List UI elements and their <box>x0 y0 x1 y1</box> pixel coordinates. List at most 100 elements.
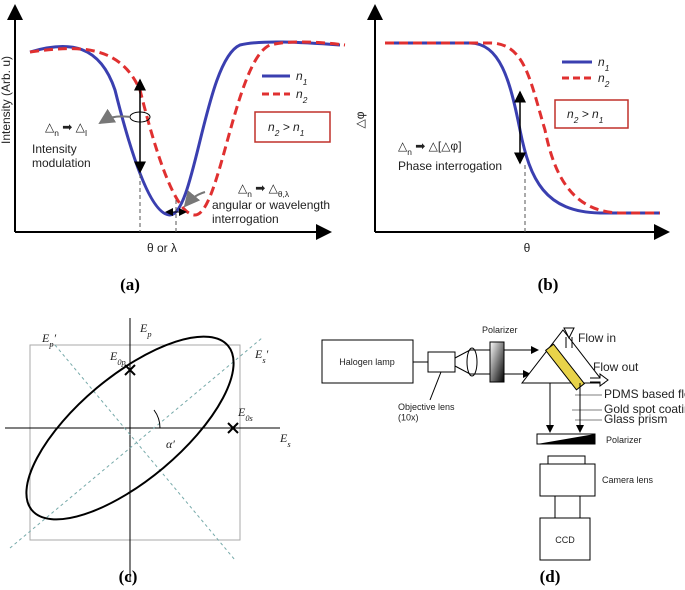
ccd-box <box>539 517 591 561</box>
subscript: 0p <box>117 358 125 367</box>
pointer <box>98 108 131 125</box>
subscript: 2 <box>302 95 308 105</box>
text-part: ′ <box>54 331 57 345</box>
text-line: Intensity <box>32 142 77 156</box>
legend-entry: n2 <box>296 87 308 105</box>
x-axis-label: θ <box>524 241 531 255</box>
rotated-axis <box>9 337 263 549</box>
subscript: p <box>48 340 53 349</box>
text-line: interrogation <box>212 212 279 226</box>
text-part: △ <box>45 120 55 134</box>
flow-cell-label: PDMS based flow cell <box>604 387 685 401</box>
text-part: > n <box>578 107 599 121</box>
legend-entry: n1 <box>598 55 609 73</box>
text-part: ➡ △[△φ] <box>412 139 462 153</box>
camera-lens-label: Camera lens <box>602 475 654 485</box>
panel-d: Halogen lamp Objective lens (10x) Polariz… <box>321 325 685 586</box>
polarizer <box>489 341 505 383</box>
lamp-label: Halogen lamp <box>339 357 395 367</box>
objective-label: Objective lens (10x) <box>398 402 455 422</box>
text-part: > n <box>279 120 300 134</box>
polarization-ellipse <box>25 335 235 521</box>
annotation: △n ➡ △θ,λ <box>238 181 290 199</box>
panel-c: Ep Es Ep′ Es′ E0p E0s α′ (c) <box>5 318 291 586</box>
subscript: s <box>262 356 265 365</box>
x-axis-label: θ or λ <box>147 241 177 255</box>
angle-arc <box>153 409 161 429</box>
prism-label: Glass prism <box>604 412 667 426</box>
axis-label: Ep <box>139 321 152 339</box>
text-part: n <box>268 120 275 134</box>
subscript: 1 <box>300 128 305 138</box>
subscript: 1 <box>303 77 308 87</box>
text-part: △ <box>398 139 408 153</box>
annotation-note: Phase interrogation <box>398 159 502 173</box>
amplitude-label: E0s <box>237 405 253 423</box>
cross-mark <box>227 422 239 434</box>
subscript: 1 <box>605 63 610 73</box>
cross-mark <box>124 364 136 376</box>
angle-label: α′ <box>166 437 175 451</box>
y-axis-label: Intensity (Arb. u) <box>0 56 13 144</box>
subscript: n <box>247 189 252 199</box>
text-part: E <box>109 349 118 363</box>
axis-label: Ep′ <box>41 331 57 349</box>
text-part: E <box>237 405 246 419</box>
annotation: △n ➡ △[△φ] <box>398 139 462 157</box>
flow-out-arrow <box>590 373 609 387</box>
objective-box <box>427 351 456 373</box>
text-part: E <box>139 321 148 335</box>
subscript: I <box>85 128 87 138</box>
subscript: n <box>54 128 59 138</box>
text-part: n <box>567 107 574 121</box>
panel-label: (c) <box>119 567 138 586</box>
curve-n2 <box>385 41 660 215</box>
pointer <box>183 190 206 208</box>
annotation-note: Intensity modulation <box>32 142 91 170</box>
gold-label: Gold spot coating <box>604 402 685 416</box>
condition: n2 > n1 <box>567 107 603 125</box>
axis-label: Es <box>279 431 291 449</box>
subscript: p <box>146 330 151 339</box>
text-line: modulation <box>32 156 91 170</box>
camera-lens <box>539 463 596 497</box>
text-part: E <box>279 431 288 445</box>
text-part: ➡ △ <box>252 181 279 195</box>
text-part: ➡ △ <box>59 120 86 134</box>
annotation: △n ➡ △I <box>45 120 87 138</box>
text-part: n <box>296 69 303 83</box>
subscript: θ,λ <box>278 189 290 199</box>
text-part: E <box>254 347 263 361</box>
polarizer-shade <box>537 434 595 444</box>
subscript: 2 <box>274 128 280 138</box>
polarizer-label: Polarizer <box>482 325 518 335</box>
panel-a: n1 n2 n2 > n1 △n ➡ △I Intensity modulatio… <box>0 4 346 294</box>
lens-cap <box>547 455 586 465</box>
condition: n2 > n1 <box>268 120 304 138</box>
subscript: 2 <box>604 79 610 89</box>
text-part: ′ <box>266 347 269 361</box>
panel-b: n1 n2 n2 > n1 △n ➡ △[△φ] Phase interroga… <box>353 4 670 294</box>
beam <box>554 496 581 518</box>
axis-label: Es′ <box>254 347 269 365</box>
panel-label: (b) <box>538 275 559 294</box>
subscript: s <box>287 440 290 449</box>
annotation-note: angular or wavelength interrogation <box>212 198 330 226</box>
flow-out-label: Flow out <box>593 360 639 374</box>
text-part: n <box>598 55 605 69</box>
rotated-axis <box>54 344 236 561</box>
lamp-box <box>321 339 414 384</box>
legend-entry: n1 <box>296 69 307 87</box>
legend-entry: n2 <box>598 71 610 89</box>
subscript: 0s <box>245 414 252 423</box>
text-part: E <box>41 331 50 345</box>
curve-n2 <box>29 40 346 217</box>
y-axis-label: △φ <box>353 111 367 128</box>
flow-in-arrow <box>563 327 575 340</box>
condition-box <box>254 111 331 143</box>
subscript: 1 <box>599 115 604 125</box>
subscript: 2 <box>573 115 579 125</box>
leader <box>429 371 442 401</box>
text-part: n <box>598 71 605 85</box>
